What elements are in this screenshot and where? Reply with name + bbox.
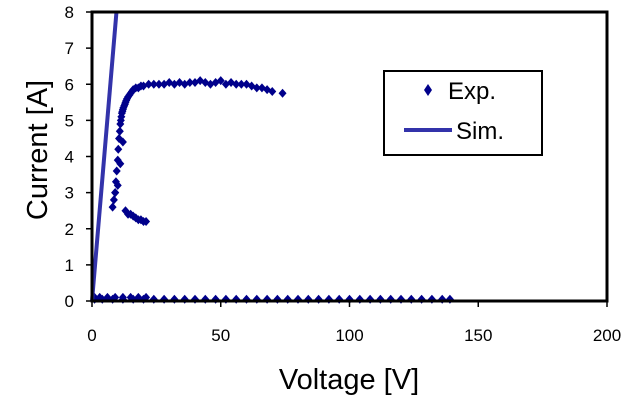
sim-line: [90, 11, 119, 302]
exp-data-point: [154, 79, 163, 89]
x-tick-label: 100: [335, 326, 363, 345]
y-tick-label: 5: [65, 111, 74, 130]
y-tick-label: 3: [65, 184, 74, 203]
legend-box: [383, 70, 543, 156]
x-tick-label: 200: [593, 326, 621, 345]
x-axis-title: Voltage [V]: [279, 364, 419, 396]
exp-data-point: [108, 202, 117, 212]
exp-data-point: [114, 144, 123, 154]
exp-data-point: [185, 77, 194, 87]
exp-data-point: [118, 137, 127, 147]
exp-data-point: [109, 195, 118, 205]
axis-ticks: 0 50 100 150 200 0 1 2 3 4 5 6 7 8: [65, 3, 622, 345]
exp-data-point: [121, 206, 130, 216]
legend-exp-marker: [424, 84, 432, 96]
x-tick-label: 150: [464, 326, 492, 345]
y-tick-label: 4: [65, 148, 74, 167]
legend-exp-label: Exp.: [448, 78, 496, 105]
exp-data-point: [278, 88, 287, 98]
y-tick-label: 6: [65, 75, 74, 94]
y-tick-label: 2: [65, 220, 74, 239]
y-tick-label: 1: [65, 256, 74, 275]
plot-marks: [90, 11, 454, 304]
plot-frame: [90, 10, 609, 303]
exp-data-point: [115, 126, 124, 136]
x-tick-label: 50: [211, 326, 230, 345]
legend-sim-label: Sim.: [456, 118, 504, 145]
y-tick-label: 0: [65, 292, 74, 311]
legend: Exp. Sim.: [383, 70, 543, 156]
exp-data-point: [116, 159, 125, 169]
exp-data-point: [232, 79, 241, 89]
y-tick-label: 8: [65, 3, 74, 22]
exp-data-point: [268, 86, 277, 96]
exp-data-point: [113, 180, 122, 190]
exp-data-point: [112, 166, 121, 176]
exp-data-point: [216, 76, 225, 86]
exp-data-point: [237, 79, 246, 89]
y-tick-label: 7: [65, 39, 74, 58]
x-tick-label: 0: [87, 326, 96, 345]
exp-data-point: [149, 79, 158, 89]
exp-data-point: [142, 217, 151, 227]
exp-data-point: [111, 188, 120, 198]
exp-data-point: [144, 79, 153, 89]
y-axis-title: Current [A]: [22, 80, 54, 220]
exp-data-point: [252, 83, 261, 93]
